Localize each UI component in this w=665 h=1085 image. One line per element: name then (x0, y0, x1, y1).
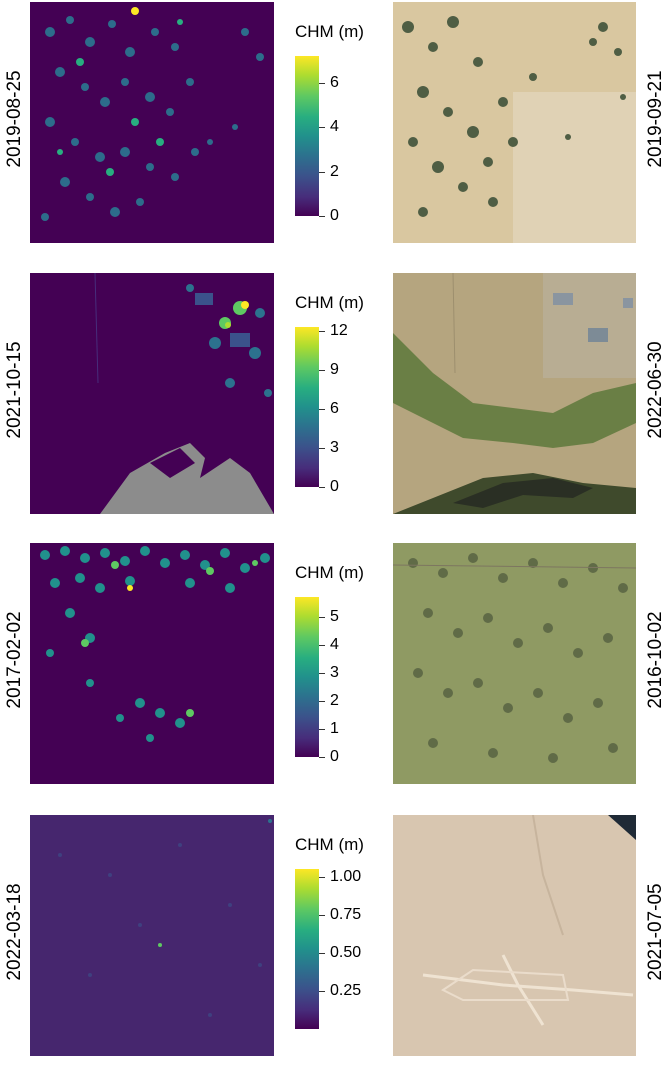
photo-date-label: 2022-06-30 (645, 341, 665, 439)
aerial-image-4 (393, 815, 636, 1056)
legend-title: CHM (m) (295, 563, 364, 582)
panel-row-4: 2022-03-18 CHM (m) 0.25 0.50 0.75 1.00 (0, 815, 665, 1085)
legend-tick: 4 (295, 635, 385, 655)
chm-raster-1 (30, 2, 274, 243)
aerial-image-2 (393, 273, 636, 514)
aerial-photo-1 (393, 2, 636, 243)
chm-legend-2: CHM (m) 0 3 6 9 12 (295, 293, 385, 523)
chm-map-4 (30, 815, 274, 1056)
legend-title: CHM (m) (295, 835, 364, 854)
chm-map-2 (30, 273, 274, 514)
chm-date-label: 2019-08-25 (4, 70, 25, 168)
colorbar (295, 56, 319, 216)
chm-raster-2 (30, 273, 274, 514)
legend-title: CHM (m) (295, 293, 364, 312)
legend-tick: 0 (295, 477, 385, 497)
chm-legend-1: CHM (m) 0 2 4 6 (295, 22, 385, 252)
legend-tick: 9 (295, 360, 385, 380)
photo-date-label: 2019-09-21 (645, 70, 665, 168)
colorbar (295, 869, 319, 1029)
panel-row-2: 2021-10-15 CHM (m) 0 3 6 9 12 (0, 273, 665, 543)
colorbar (295, 597, 319, 757)
chm-map-1 (30, 2, 274, 243)
legend-tick: 0.25 (295, 981, 385, 1001)
photo-date-label: 2016-10-02 (645, 611, 665, 709)
aerial-photo-4 (393, 815, 636, 1056)
legend-tick: 12 (295, 321, 385, 341)
colorbar (295, 327, 319, 487)
legend-tick: 6 (295, 73, 385, 93)
chm-legend-3: CHM (m) 0 1 2 3 4 5 (295, 563, 385, 793)
legend-title: CHM (m) (295, 22, 364, 41)
aerial-photo-3 (393, 543, 636, 784)
photo-date-label: 2021-07-05 (645, 883, 665, 981)
aerial-image-3 (393, 543, 636, 784)
aerial-image-1 (393, 2, 636, 243)
legend-tick: 1.00 (295, 867, 385, 887)
aerial-photo-2 (393, 273, 636, 514)
chm-map-3 (30, 543, 274, 784)
chm-legend-4: CHM (m) 0.25 0.50 0.75 1.00 (295, 835, 385, 1065)
chm-raster-3 (30, 543, 274, 784)
legend-tick: 3 (295, 663, 385, 683)
panel-row-3: 2017-02-02 CHM (m) 0 1 (0, 543, 665, 813)
panel-row-1: 2019-08-25 CHM (m) (0, 2, 665, 272)
legend-tick: 2 (295, 162, 385, 182)
legend-tick: 2 (295, 691, 385, 711)
chm-date-label: 2021-10-15 (4, 341, 25, 439)
legend-tick: 0.50 (295, 943, 385, 963)
chm-date-label: 2022-03-18 (4, 883, 25, 981)
legend-tick: 0 (295, 747, 385, 767)
legend-tick: 4 (295, 117, 385, 137)
chm-raster-4 (30, 815, 274, 1056)
legend-tick: 3 (295, 438, 385, 458)
legend-tick: 1 (295, 719, 385, 739)
legend-tick: 6 (295, 399, 385, 419)
legend-tick: 5 (295, 607, 385, 627)
legend-tick: 0.75 (295, 905, 385, 925)
chm-date-label: 2017-02-02 (4, 611, 25, 709)
legend-tick: 0 (295, 206, 385, 226)
